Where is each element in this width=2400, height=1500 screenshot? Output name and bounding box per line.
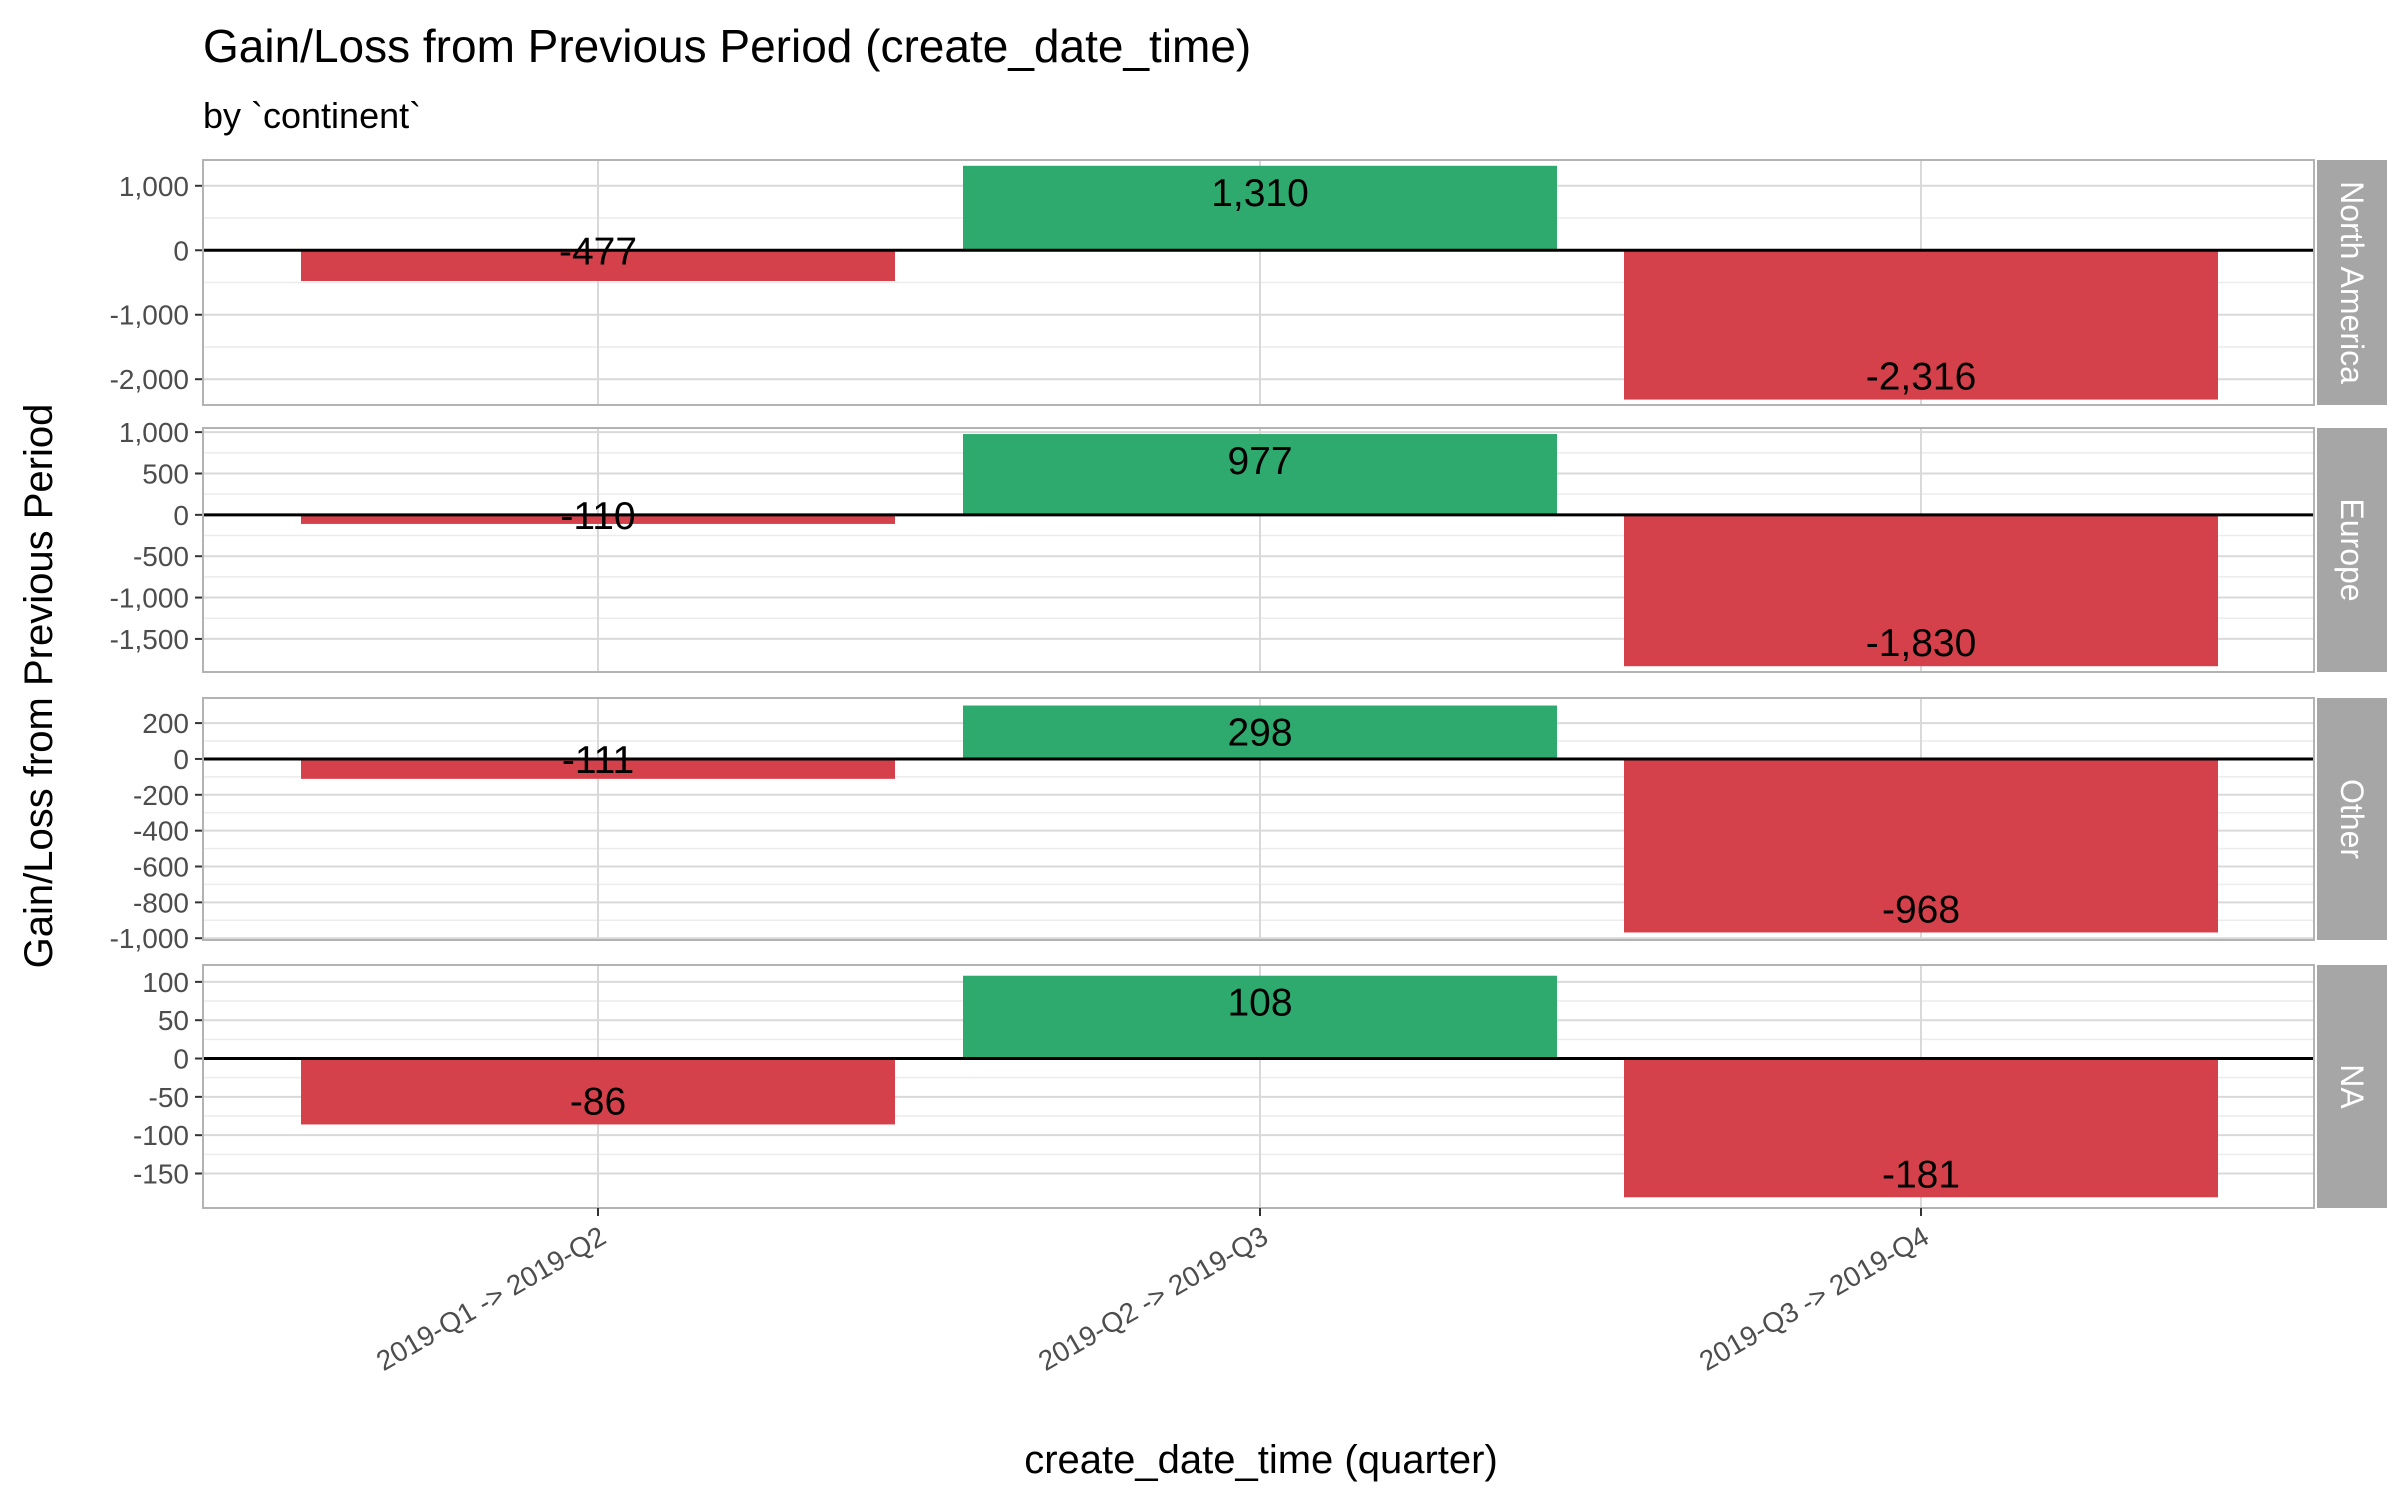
- panel-border: [202, 964, 2315, 1209]
- bar: [301, 758, 895, 779]
- bar-value-label: -2,316: [1866, 356, 1977, 399]
- bar: [963, 705, 1557, 759]
- y-tick-label: 200: [142, 708, 189, 739]
- bar: [1624, 758, 2218, 933]
- bar-value-label: -477: [559, 230, 637, 273]
- bar: [1624, 250, 2218, 400]
- y-tick-label: -50: [149, 1082, 189, 1113]
- y-tick-label: -1,500: [110, 624, 189, 655]
- bar: [1624, 514, 2218, 667]
- bar: [963, 434, 1557, 515]
- chart-title: Gain/Loss from Previous Period (create_d…: [203, 20, 1251, 72]
- bar: [963, 975, 1557, 1059]
- facet-panel: 1,000 0 -1,000 -2,000 -477 1,310 -2,316 North A…: [110, 159, 2387, 406]
- y-tick-label: 500: [142, 458, 189, 489]
- facet-strip: [2317, 428, 2387, 672]
- bar-value-label: -181: [1882, 1153, 1960, 1196]
- facet-strip-label: North America: [2334, 181, 2370, 384]
- facet-panel: 100 50 0 -50 -100 -150 -86 108 -181 NA: [133, 964, 2387, 1209]
- bar-value-label: 108: [1227, 982, 1292, 1025]
- x-tick-label: 2019-Q3 -> 2019-Q4: [1694, 1220, 1934, 1376]
- x-axis-title: create_date_time (quarter): [1024, 1438, 1498, 1482]
- y-tick-label: -1,000: [110, 300, 189, 331]
- x-tick-label: 2019-Q1 -> 2019-Q2: [371, 1220, 611, 1376]
- x-tick-label: 2019-Q2 -> 2019-Q3: [1033, 1220, 1273, 1376]
- y-tick-label: 0: [173, 1044, 189, 1075]
- facet-panel: 200 0 -200 -400 -600 -800 -1,000 -111 298 -968 Oth…: [110, 697, 2387, 954]
- y-tick-label: -400: [133, 816, 189, 847]
- bar: [301, 1058, 895, 1125]
- bar-value-label: -110: [560, 495, 635, 538]
- y-tick-label: 0: [173, 235, 189, 266]
- y-tick-label: 1,000: [119, 171, 189, 202]
- bar-value-label: -968: [1882, 888, 1960, 931]
- chart-subtitle: by `continent`: [203, 95, 421, 136]
- panel-border: [202, 697, 2315, 941]
- facet-strip-label: Europe: [2334, 498, 2370, 601]
- bar: [301, 250, 895, 282]
- y-tick-label: 1,000: [119, 417, 189, 448]
- y-tick-label: -800: [133, 887, 189, 918]
- x-axis-ticks: 2019-Q1 -> 2019-Q2 2019-Q2 -> 2019-Q3 2019…: [371, 1208, 1934, 1377]
- bar-value-label: 298: [1227, 712, 1292, 755]
- y-tick-label: -1,000: [110, 583, 189, 614]
- bar: [1624, 1058, 2218, 1198]
- y-tick-label: 50: [158, 1005, 189, 1036]
- y-tick-label: -150: [133, 1159, 189, 1190]
- facet-panel: 1,000 500 0 -500 -1,000 -1,500 -110 977 -1,830 Eu…: [110, 417, 2387, 673]
- y-tick-label: -500: [133, 541, 189, 572]
- panel-border: [202, 159, 2315, 406]
- facet-strip: [2317, 698, 2387, 940]
- bar-value-label: -86: [570, 1080, 626, 1123]
- bar-value-label: 1,310: [1211, 172, 1309, 215]
- y-tick-label: -2,000: [110, 364, 189, 395]
- y-tick-label: 0: [173, 744, 189, 775]
- y-tick-label: 100: [142, 967, 189, 998]
- y-tick-label: -1,000: [110, 923, 189, 954]
- facet-strip-label: NA: [2334, 1064, 2370, 1109]
- y-axis-title: Gain/Loss from Previous Period: [17, 404, 61, 969]
- panel-border: [202, 427, 2315, 673]
- bar-value-label: 977: [1227, 440, 1292, 483]
- facet-strip: [2317, 160, 2387, 405]
- facet-panels: 1,000 0 -1,000 -2,000 -477 1,310 -2,316 North A…: [110, 159, 2387, 1209]
- bar-value-label: -111: [562, 739, 634, 782]
- y-tick-label: -100: [133, 1120, 189, 1151]
- facet-strip: [2317, 965, 2387, 1208]
- y-tick-label: 0: [173, 500, 189, 531]
- bar: [301, 514, 895, 524]
- bar: [963, 165, 1557, 251]
- bar-value-label: -1,830: [1866, 622, 1977, 665]
- y-tick-label: -200: [133, 780, 189, 811]
- facet-strip-label: Other: [2334, 779, 2370, 859]
- y-tick-label: -600: [133, 852, 189, 883]
